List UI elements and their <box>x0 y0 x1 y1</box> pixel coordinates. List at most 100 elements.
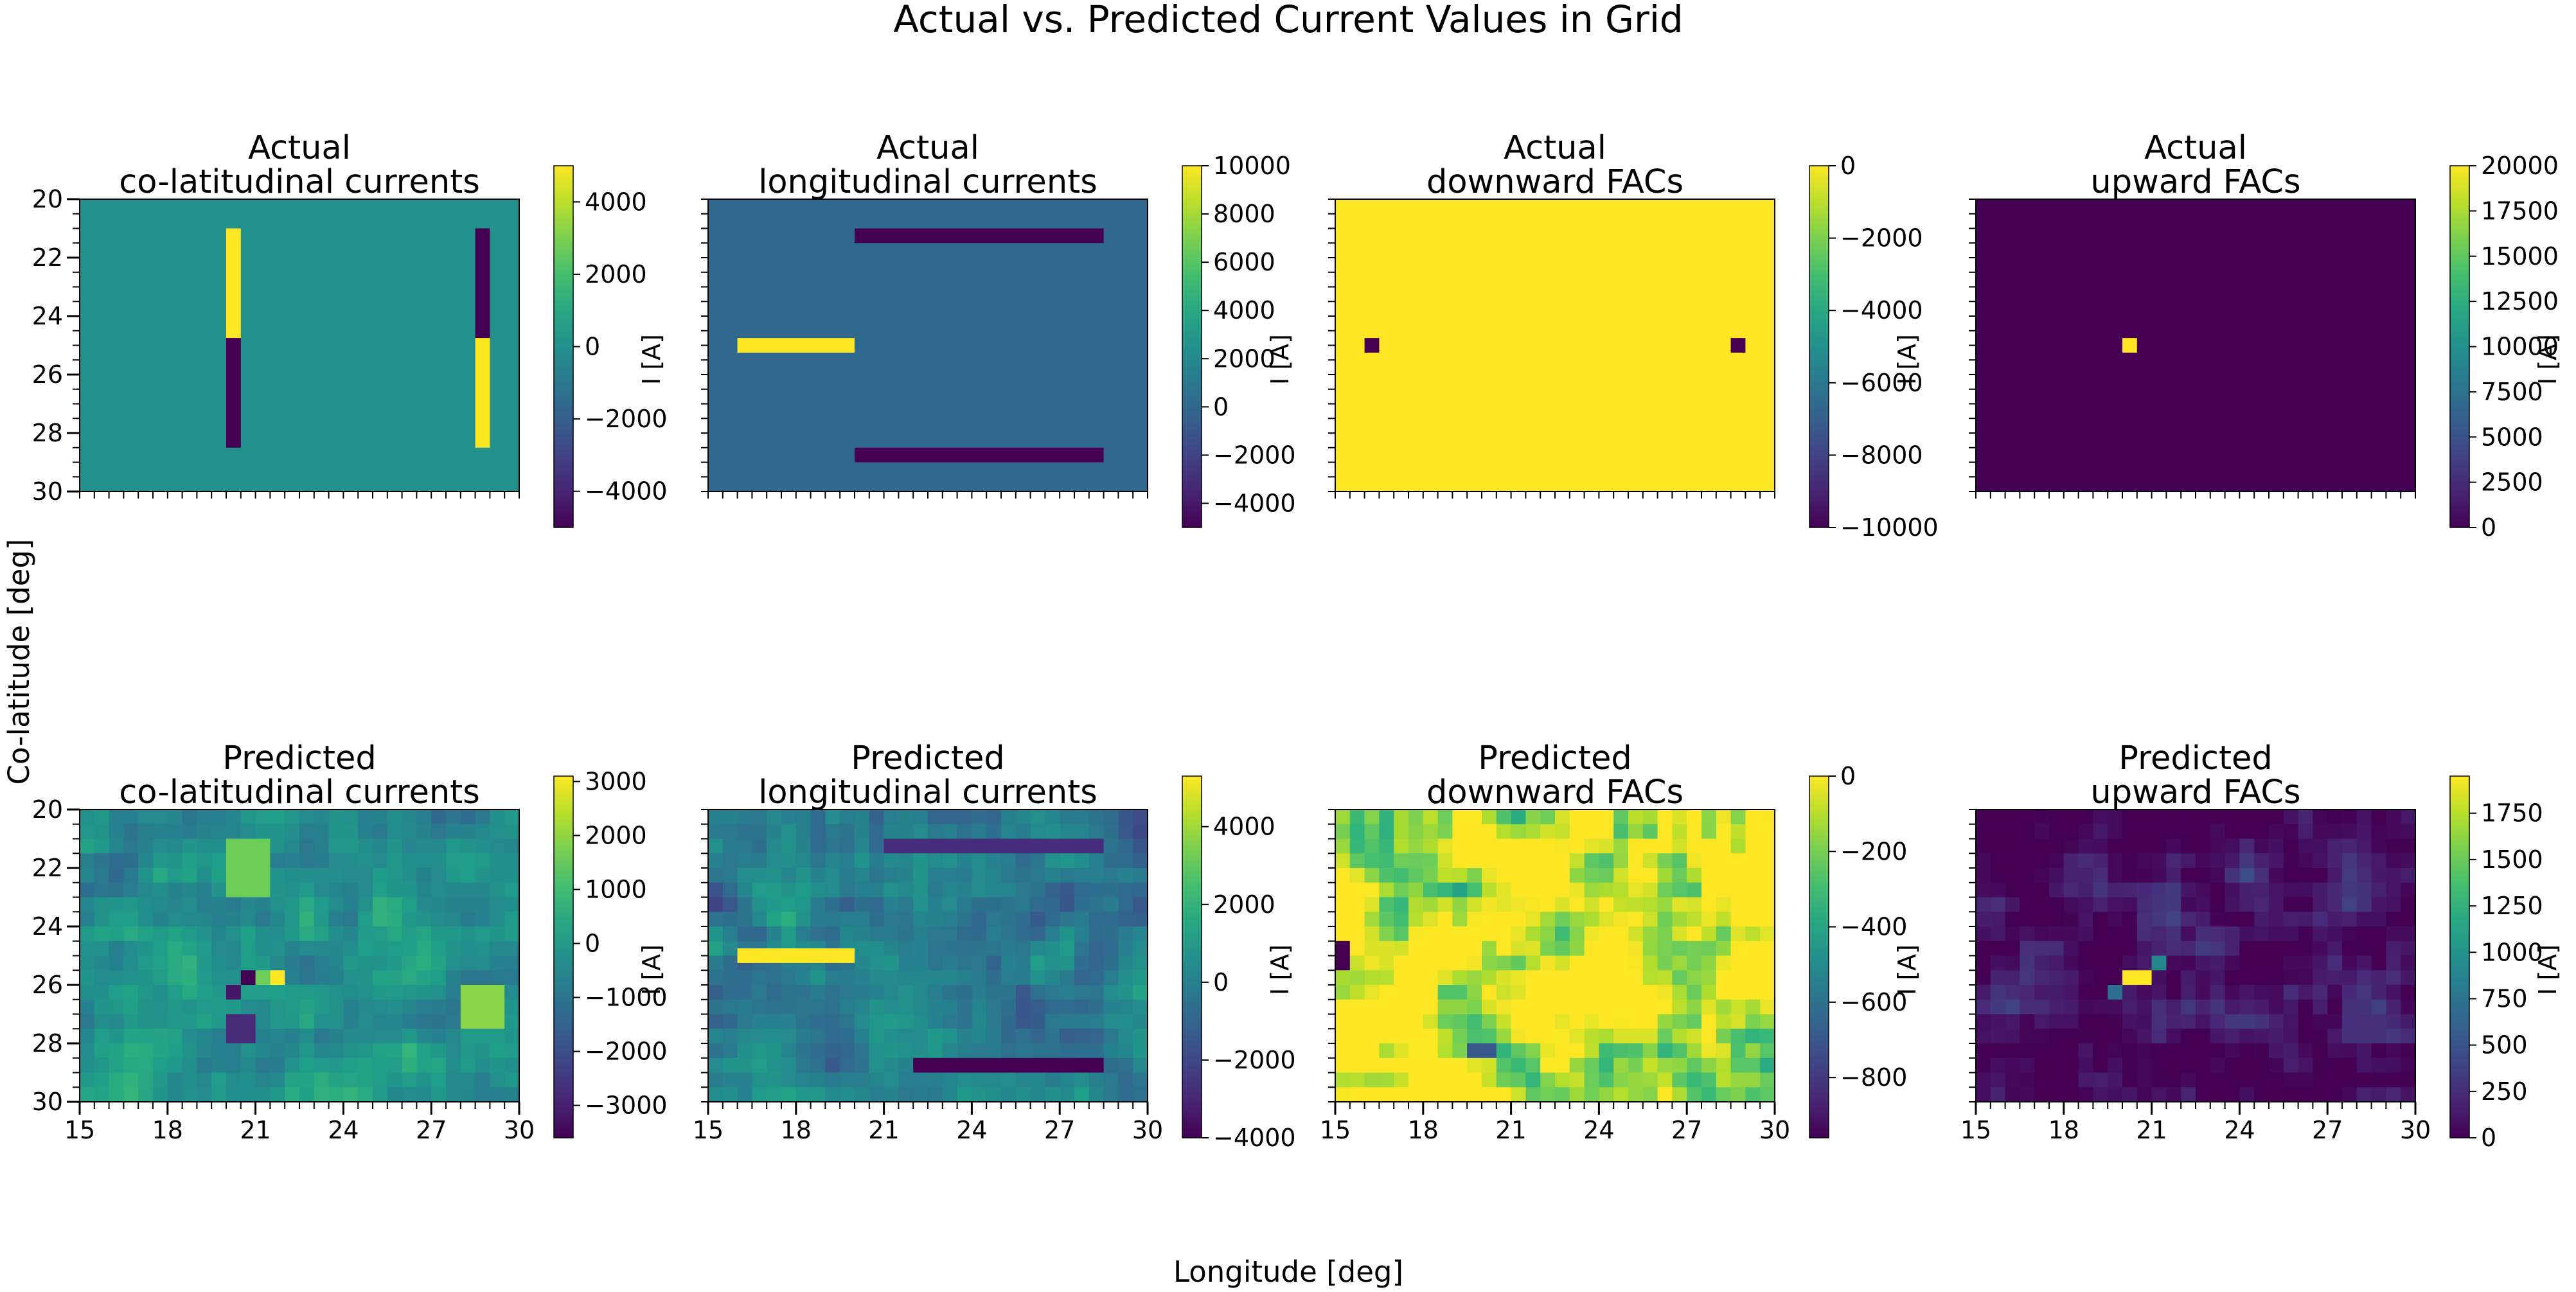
heatmap-cell <box>2386 1043 2401 1059</box>
heatmap-cell <box>840 1057 855 1074</box>
heatmap-cell <box>1001 1014 1017 1029</box>
colorbar-label: I [A] <box>2534 334 2562 385</box>
heatmap-cell <box>1118 1072 1133 1088</box>
heatmap-cell <box>504 1043 520 1059</box>
heatmap-cell <box>270 999 285 1015</box>
heatmap-cell <box>2166 824 2181 840</box>
heatmap-cell <box>810 824 826 840</box>
heatmap-cell <box>2401 1043 2416 1059</box>
heatmap-cell <box>1511 912 1526 927</box>
heatmap-cell <box>2093 955 2108 971</box>
heatmap-cell <box>2020 1057 2035 1074</box>
heatmap-cell <box>1584 824 1599 840</box>
heatmap-cell <box>737 1057 752 1074</box>
heatmap-cell <box>490 853 505 869</box>
heatmap-cell <box>2313 882 2328 898</box>
heatmap-cell <box>1701 868 1717 883</box>
heatmap-cell <box>2298 810 2313 825</box>
heatmap-cell <box>402 912 417 927</box>
heatmap-cell <box>2136 868 2153 883</box>
heatmap-cell <box>299 941 315 957</box>
heatmap-cell <box>1599 1029 1614 1044</box>
heatmap-cell <box>2136 1043 2153 1059</box>
heatmap-cell <box>2371 941 2386 957</box>
heatmap-cell <box>2210 1057 2226 1074</box>
heatmap-cell <box>1555 1087 1570 1102</box>
heatmap-cell <box>94 985 110 1000</box>
heatmap-cell <box>1599 1072 1614 1088</box>
heatmap-cell <box>328 912 344 927</box>
heatmap-cell <box>1672 999 1687 1015</box>
heatmap-cell <box>1657 1087 1673 1102</box>
heatmap-cell <box>1423 868 1439 883</box>
heatmap-cell <box>1423 838 1439 854</box>
heatmap-cell <box>869 941 885 957</box>
heatmap-cell <box>255 897 271 912</box>
heatmap-cell <box>2210 999 2226 1015</box>
heatmap-cell <box>109 926 124 942</box>
heatmap-cell <box>2181 955 2196 971</box>
heatmap-cell <box>840 810 855 825</box>
heatmap-cell <box>431 824 447 840</box>
heatmap-cell <box>2151 970 2167 986</box>
heatmap-cell <box>825 1029 840 1044</box>
heatmap-cell <box>884 810 899 825</box>
heatmap-cell <box>109 941 124 957</box>
heatmap-cell <box>913 970 928 986</box>
heatmap-cell <box>2356 1043 2372 1059</box>
heatmap-cell <box>431 955 447 971</box>
heatmap-cell <box>167 824 183 840</box>
heatmap-cell <box>1364 838 1380 854</box>
heatmap-cell <box>2401 955 2416 971</box>
heatmap-cell <box>460 810 476 825</box>
heatmap-cell <box>2298 941 2313 957</box>
heatmap-cell <box>1408 1029 1424 1044</box>
heatmap-cell <box>928 882 943 898</box>
figure-title: Actual vs. Predicted Current Values in G… <box>893 0 1683 41</box>
heatmap-cell <box>1657 970 1673 986</box>
heatmap-cell <box>1540 1087 1556 1102</box>
heatmap-cell <box>1060 853 1075 869</box>
heatmap-cell <box>416 955 432 971</box>
heatmap-cell <box>2239 955 2255 971</box>
heatmap-cell <box>2401 824 2416 840</box>
heatmap-cell <box>138 985 154 1000</box>
heatmap-cell <box>123 970 139 986</box>
heatmap-cell <box>2136 838 2153 854</box>
heatmap-cell <box>2136 985 2153 1000</box>
heatmap-cell <box>913 1029 928 1044</box>
heatmap-cell <box>1745 1029 1761 1044</box>
heatmap-cell <box>2049 999 2065 1015</box>
heatmap-cell <box>767 810 782 825</box>
heatmap-cell <box>1525 824 1541 840</box>
heatmap-cell <box>1001 985 1017 1000</box>
heatmap-cell <box>123 897 139 912</box>
colorbar-tick-label: −2000 <box>1213 1046 1296 1074</box>
heatmap-cell <box>1001 999 1017 1015</box>
heatmap-cell <box>1467 985 1482 1000</box>
heatmap-cell <box>1045 853 1060 869</box>
heatmap-cell <box>431 853 447 869</box>
heatmap-cell <box>1730 1043 1746 1059</box>
heatmap-cell <box>2327 1057 2343 1074</box>
heatmap-cell <box>1394 999 1409 1015</box>
heatmap-cell <box>2078 970 2093 986</box>
heatmap-cell <box>1672 955 1687 971</box>
heatmap-cell <box>722 897 738 912</box>
heatmap-cell <box>1364 868 1380 883</box>
heatmap-cell <box>1423 824 1439 840</box>
heatmap-cell <box>226 970 242 986</box>
heatmap-cell <box>2401 999 2416 1015</box>
heatmap-cell <box>1364 824 1380 840</box>
heatmap-cell <box>285 868 300 883</box>
heatmap-cell <box>942 1072 958 1088</box>
heatmap-cell <box>94 955 110 971</box>
heatmap-cell <box>840 970 855 986</box>
heatmap-cell <box>1525 1087 1541 1102</box>
heatmap-cell <box>2151 926 2167 942</box>
heatmap-cell <box>226 824 242 840</box>
heatmap-cell <box>1496 955 1512 971</box>
heatmap-cell <box>1133 955 1148 971</box>
heatmap-cell <box>884 868 899 883</box>
heatmap-cell <box>2034 1072 2050 1088</box>
